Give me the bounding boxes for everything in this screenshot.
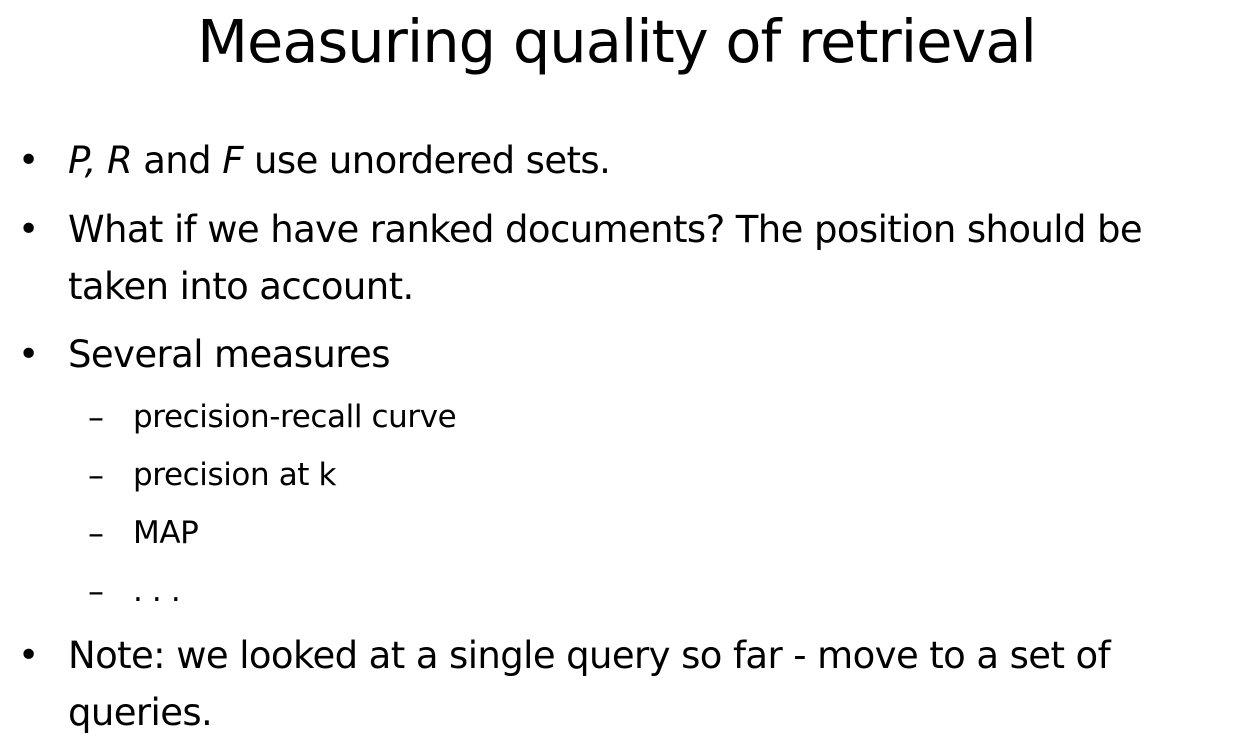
sub-marker: –: [88, 572, 104, 610]
text-rest: use unordered sets.: [242, 139, 611, 182]
bullet-text: Several measures: [68, 333, 390, 376]
text-and: and: [132, 139, 223, 182]
bullet-marker: •: [18, 140, 40, 181]
sub-text: precision at k: [133, 457, 337, 493]
sub-text: . . .: [133, 573, 181, 609]
bullet-text-line-1: What if we have ranked documents? The po…: [68, 208, 1143, 251]
bullet-text-line-1: Note: we looked at a single query so far…: [68, 634, 1111, 677]
separator: [96, 139, 107, 182]
slide-title: Measuring quality of retrieval: [197, 7, 1037, 76]
sub-text: MAP: [133, 515, 199, 551]
bullet-text-line-2: queries.: [68, 691, 213, 734]
sub-marker: –: [88, 456, 104, 494]
bullet-marker: •: [18, 209, 40, 250]
bullet-marker: •: [18, 334, 40, 375]
sub-marker: –: [88, 398, 104, 436]
sub-marker: –: [88, 514, 104, 552]
bullet-text-line-2: taken into account.: [68, 265, 414, 308]
italic-p: P,: [68, 139, 96, 182]
sub-text: precision-recall curve: [133, 399, 457, 435]
bullet-text: P, R and F use unordered sets.: [68, 132, 1228, 190]
italic-f: F: [222, 139, 243, 182]
bullet-marker: •: [18, 635, 40, 676]
italic-r: R: [106, 139, 133, 182]
